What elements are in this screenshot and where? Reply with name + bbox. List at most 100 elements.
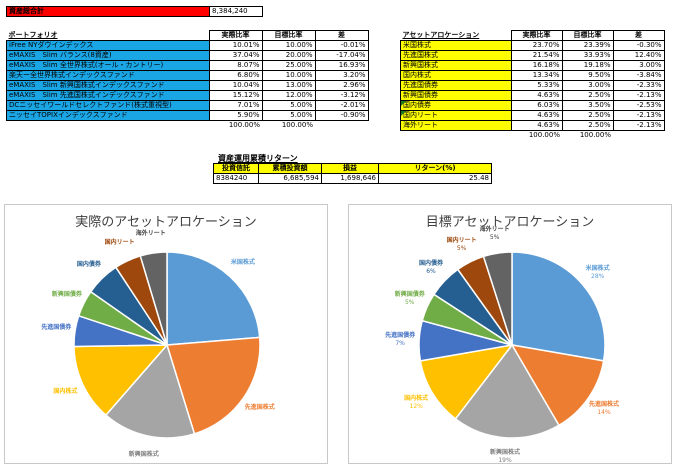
pie-slice[interactable] (454, 343, 560, 439)
portfolio-row-name[interactable]: eMAXIS Slim 新興国株式インデックスファンド (6, 80, 210, 91)
allocation-row-target[interactable]: 3.00% (561, 80, 614, 91)
portfolio-row-actual[interactable]: 37.04% (208, 50, 263, 61)
portfolio-row-diff[interactable]: -0.01% (314, 40, 369, 51)
pie-slice[interactable] (139, 251, 168, 346)
portfolio-row-diff[interactable]: 3.20% (314, 70, 369, 81)
allocation-row-diff[interactable]: -2.13% (612, 90, 665, 101)
allocation-row-diff[interactable]: 12.40% (612, 50, 665, 61)
portfolio-row-name[interactable]: eMAXIS Slim バランス(8資産) (6, 50, 210, 61)
portfolio-row-diff[interactable]: -0.90% (314, 110, 369, 121)
allocation-total-actual: 100.00% (528, 131, 560, 139)
returns-header-pnl: 損益 (321, 163, 379, 174)
total-label: 資産総合計 (6, 6, 210, 17)
allocation-row-diff[interactable]: -2.13% (612, 110, 665, 121)
actual-chart-title: 実際のアセットアロケーション (75, 215, 257, 230)
allocation-row-name[interactable]: 新興国株式 (400, 60, 512, 71)
portfolio-header-actual: 実際比率 (208, 30, 263, 41)
allocation-row-diff[interactable]: -2.13% (612, 120, 665, 131)
allocation-row-diff[interactable]: -0.30% (612, 40, 665, 51)
portfolio-row-actual[interactable]: 10.04% (208, 80, 263, 91)
allocation-row-target[interactable]: 2.50% (561, 110, 614, 121)
allocation-row-target[interactable]: 19.18% (561, 60, 614, 71)
pie-slice[interactable] (73, 344, 169, 417)
portfolio-row-actual[interactable]: 7.01% (208, 100, 263, 111)
allocation-row-actual[interactable]: 4.63% (510, 120, 563, 131)
target-pie-svg (418, 251, 606, 439)
allocation-row-target[interactable]: 23.39% (561, 40, 614, 51)
portfolio-row-actual[interactable]: 6.80% (208, 70, 263, 81)
portfolio-row-actual[interactable]: 15.12% (208, 90, 263, 101)
portfolio-row-name[interactable]: eMAXIS Slim 全世界株式(オール・カントリー) (6, 60, 210, 71)
portfolio-row-target[interactable]: 12.00% (261, 90, 316, 101)
allocation-row: 米国株式 23.70% 23.39% -0.30% (400, 40, 665, 51)
allocation-row-target[interactable]: 33.93% (561, 50, 614, 61)
allocation-row-actual[interactable]: 5.33% (510, 80, 563, 91)
portfolio-row-name[interactable]: ニッセイTOPIXインデックスファンド (6, 110, 210, 121)
allocation-row-actual[interactable]: 23.70% (510, 40, 563, 51)
pie-slice[interactable] (510, 343, 605, 427)
portfolio-row-diff[interactable]: 2.96% (314, 80, 369, 91)
portfolio-row-diff[interactable]: -17.04% (314, 50, 369, 61)
allocation-row: 国内リート 4.63% 2.50% -2.13% (400, 110, 665, 121)
portfolio-row: 楽天ー全世界株式インデックスファンド 6.80% 10.00% 3.20% (6, 70, 369, 81)
allocation-row-name[interactable]: 新興国債券 (400, 90, 512, 101)
allocation-row-name[interactable]: 海外リート (400, 120, 512, 131)
portfolio-row-target[interactable]: 10.00% (261, 40, 316, 51)
portfolio-row: DCニッセイワールドセレクトファンド(株式重視型) 7.01% 5.00% -2.01… (6, 100, 369, 111)
portfolio-row-diff[interactable]: -3.12% (314, 90, 369, 101)
allocation-row-name[interactable]: 国内株式 (400, 70, 512, 81)
portfolio-header-target: 目標比率 (261, 30, 316, 41)
pie-slice[interactable] (511, 251, 606, 362)
error-indicator-icon (401, 111, 406, 116)
pie-data-label: 先進国債券 7% (385, 331, 416, 347)
pie-slice[interactable] (482, 251, 513, 346)
target-allocation-chart[interactable]: 目標アセットアロケーション 米国株式 28% 先進国株式 14% 新興国株式 19% 国内株… (348, 204, 672, 464)
portfolio-row-target[interactable]: 13.00% (261, 80, 316, 91)
portfolio-row-actual[interactable]: 8.07% (208, 60, 263, 71)
allocation-row-diff[interactable]: 3.00% (612, 60, 665, 71)
pie-slice[interactable] (104, 343, 196, 439)
allocation-row-diff[interactable]: -2.53% (612, 100, 665, 111)
allocation-total-target: 100.00% (579, 131, 611, 139)
allocation-row-actual[interactable]: 21.54% (510, 50, 563, 61)
allocation-row-name[interactable]: 先進国債券 (400, 80, 512, 91)
portfolio-table: ポートフォリオ 実際比率 目標比率 差 iFree NYダウインデックス 10.0… (6, 30, 369, 130)
portfolio-row-name[interactable]: iFree NYダウインデックス (6, 40, 210, 51)
pie-data-label: 海外リート (135, 230, 166, 238)
allocation-row-actual[interactable]: 6.03% (510, 100, 563, 111)
pie-data-label: 国内株式 12% (404, 394, 429, 410)
portfolio-row-actual[interactable]: 10.01% (208, 40, 263, 51)
allocation-row-actual[interactable]: 16.18% (510, 60, 563, 71)
portfolio-row-actual[interactable]: 5.90% (208, 110, 263, 121)
portfolio-row-name[interactable]: DCニッセイワールドセレクトファンド(株式重視型) (6, 100, 210, 111)
portfolio-row-target[interactable]: 25.00% (261, 60, 316, 71)
portfolio-row-diff[interactable]: 16.93% (314, 60, 369, 71)
allocation-row-target[interactable]: 3.50% (561, 100, 614, 111)
portfolio-row-target[interactable]: 20.00% (261, 50, 316, 61)
allocation-row-actual[interactable]: 4.63% (510, 90, 563, 101)
actual-allocation-chart[interactable]: 実際のアセットアロケーション 米国株式 先進国株式 新興国株式 国内株式 先進国債券 新興… (4, 204, 328, 464)
allocation-row-name[interactable]: 米国株式 (400, 40, 512, 51)
portfolio-row-diff[interactable]: -2.01% (314, 100, 369, 111)
portfolio-row-name[interactable]: 楽天ー全世界株式インデックスファンド (6, 70, 210, 81)
allocation-row-target[interactable]: 2.50% (561, 90, 614, 101)
allocation-row-target[interactable]: 9.50% (561, 70, 614, 81)
allocation-row-diff[interactable]: -2.33% (612, 80, 665, 91)
portfolio-row-target[interactable]: 5.00% (261, 100, 316, 111)
allocation-row-name[interactable]: 先進国株式 (400, 50, 512, 61)
pie-slice[interactable] (166, 251, 261, 346)
allocation-row-diff[interactable]: -3.84% (612, 70, 665, 81)
target-chart-title: 目標アセットアロケーション (425, 215, 595, 230)
allocation-row-actual[interactable]: 4.63% (510, 110, 563, 121)
portfolio-row-name[interactable]: eMAXIS Slim 先進国株式インデックスファンド (6, 90, 210, 101)
pie-data-label: 新興国株式 (128, 450, 159, 458)
pie-slice[interactable] (419, 343, 514, 420)
actual-pie-svg (73, 251, 261, 439)
allocation-row-name[interactable]: 国内債券 (400, 100, 512, 111)
pie-slice[interactable] (166, 336, 261, 435)
allocation-row-actual[interactable]: 13.34% (510, 70, 563, 81)
portfolio-row-target[interactable]: 10.00% (261, 70, 316, 81)
allocation-row-target[interactable]: 2.50% (561, 120, 614, 131)
portfolio-row-target[interactable]: 5.00% (261, 110, 316, 121)
allocation-row-name[interactable]: 国内リート (400, 110, 512, 121)
